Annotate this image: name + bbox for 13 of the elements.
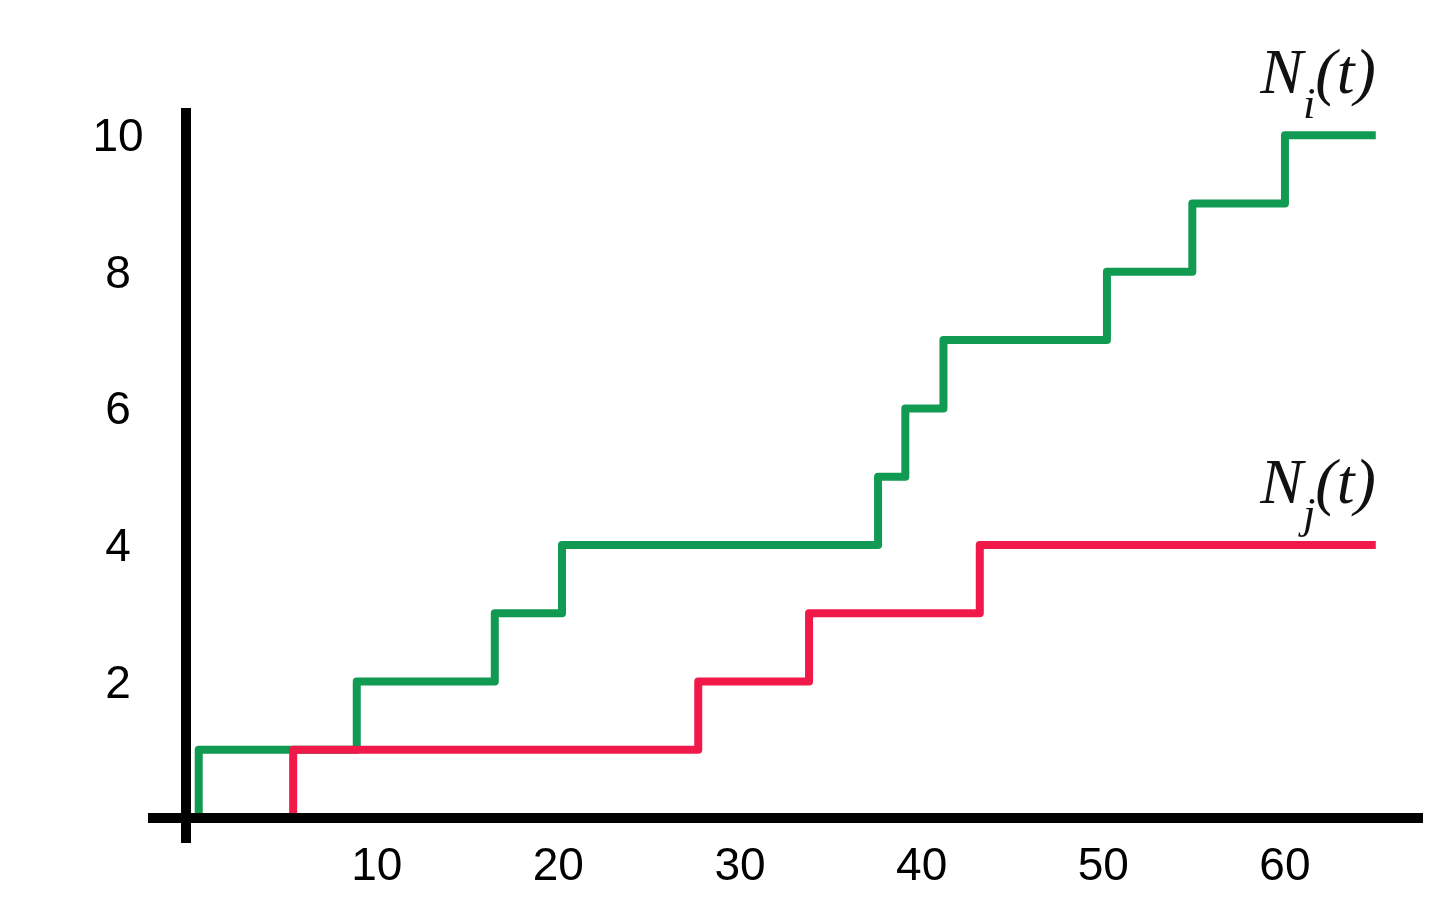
y-tick-label: 6 <box>105 382 131 435</box>
y-tick-label: 2 <box>105 655 131 708</box>
series-label: N$_{j}$(t) <box>1259 445 1376 538</box>
x-tick-label: 30 <box>714 838 766 890</box>
x-tick-label: 10 <box>351 838 403 890</box>
x-tick-label: 60 <box>1259 838 1311 890</box>
x-tick-label: 40 <box>896 838 948 890</box>
y-tick-label: 10 <box>92 109 144 162</box>
x-tick-label: 20 <box>532 838 584 890</box>
series-label: N$_{i}$(t) <box>1259 36 1376 129</box>
y-tick-label: 8 <box>105 245 131 298</box>
x-tick-label: 50 <box>1077 838 1129 890</box>
y-tick-label: 4 <box>105 519 131 572</box>
